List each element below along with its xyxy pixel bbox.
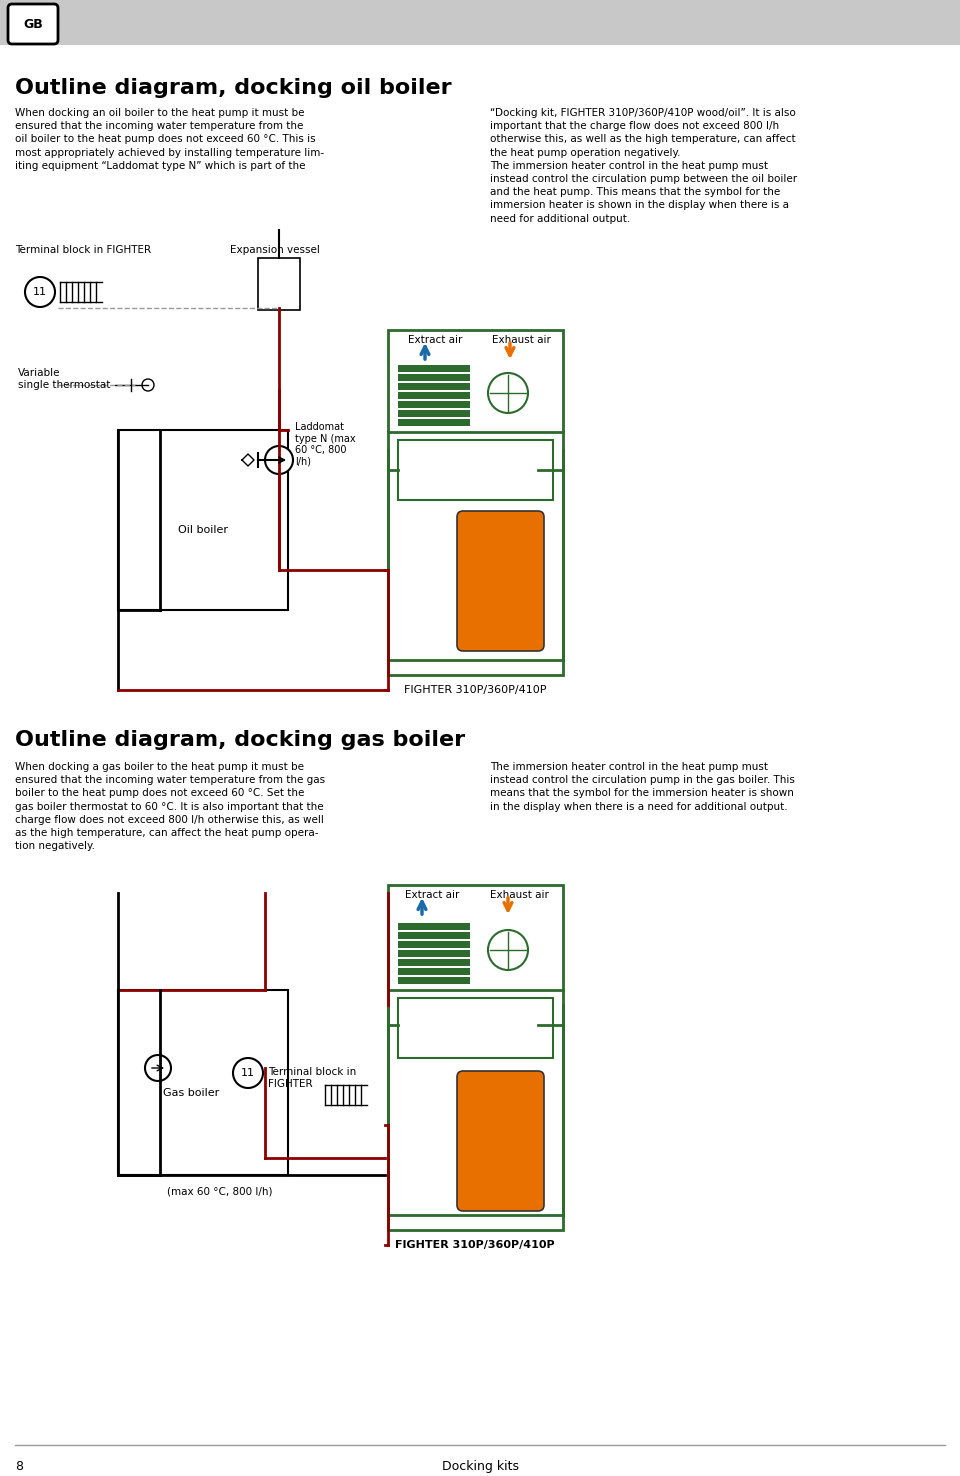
Text: 8: 8 xyxy=(15,1460,23,1473)
Bar xyxy=(398,440,553,500)
Bar xyxy=(398,382,470,390)
Text: Extract air: Extract air xyxy=(405,890,460,900)
Text: Exhaust air: Exhaust air xyxy=(490,890,549,900)
Circle shape xyxy=(233,1058,263,1088)
Text: Outline diagram, docking oil boiler: Outline diagram, docking oil boiler xyxy=(15,78,451,97)
Bar xyxy=(388,886,563,1230)
Bar xyxy=(388,331,563,675)
Text: Expansion vessel: Expansion vessel xyxy=(230,245,320,255)
Text: 11: 11 xyxy=(33,286,47,297)
Text: Outline diagram, docking gas boiler: Outline diagram, docking gas boiler xyxy=(15,731,466,750)
Text: GB: GB xyxy=(23,18,43,31)
Text: FIGHTER 310P/360P/410P: FIGHTER 310P/360P/410P xyxy=(396,1240,555,1250)
Bar xyxy=(398,977,470,984)
Circle shape xyxy=(145,1055,171,1080)
Text: FIGHTER 310P/360P/410P: FIGHTER 310P/360P/410P xyxy=(404,685,546,695)
Text: When docking a gas boiler to the heat pump it must be
ensured that the incoming : When docking a gas boiler to the heat pu… xyxy=(15,762,325,852)
Circle shape xyxy=(25,277,55,307)
Text: Exhaust air: Exhaust air xyxy=(492,335,551,345)
FancyBboxPatch shape xyxy=(457,511,544,651)
Bar xyxy=(398,419,470,427)
Bar xyxy=(258,258,300,310)
Bar xyxy=(398,998,553,1058)
Text: Terminal block in
FIGHTER: Terminal block in FIGHTER xyxy=(268,1067,356,1089)
Bar xyxy=(398,373,470,381)
Bar xyxy=(118,990,288,1175)
Circle shape xyxy=(488,373,528,413)
Circle shape xyxy=(142,379,154,391)
Text: 11: 11 xyxy=(241,1069,255,1077)
Text: Docking kits: Docking kits xyxy=(442,1460,518,1473)
Circle shape xyxy=(265,446,293,474)
Bar xyxy=(398,393,470,399)
Bar xyxy=(398,968,470,976)
FancyBboxPatch shape xyxy=(8,4,58,44)
Text: (max 60 °C, 800 l/h): (max 60 °C, 800 l/h) xyxy=(167,1187,273,1197)
FancyBboxPatch shape xyxy=(457,1072,544,1210)
Bar xyxy=(398,951,470,956)
Bar xyxy=(398,942,470,948)
Text: The immersion heater control in the heat pump must
instead control the circulati: The immersion heater control in the heat… xyxy=(490,762,795,812)
Text: Extract air: Extract air xyxy=(408,335,463,345)
Bar xyxy=(398,931,470,939)
Text: Terminal block in FIGHTER: Terminal block in FIGHTER xyxy=(15,245,151,255)
Text: “Docking kit, FIGHTER 310P/360P/410P wood/oil”. It is also
important that the ch: “Docking kit, FIGHTER 310P/360P/410P woo… xyxy=(490,108,797,223)
Bar xyxy=(0,0,960,44)
Bar xyxy=(398,410,470,418)
Bar xyxy=(118,430,288,610)
Text: Oil boiler: Oil boiler xyxy=(178,525,228,534)
Text: Laddomat
type N (max
60 °C, 800
l/h): Laddomat type N (max 60 °C, 800 l/h) xyxy=(295,422,355,466)
Text: Gas boiler: Gas boiler xyxy=(163,1088,219,1098)
Bar xyxy=(398,365,470,372)
Bar xyxy=(398,401,470,407)
Bar xyxy=(398,959,470,965)
Circle shape xyxy=(488,930,528,970)
Text: Variable
single thermostat: Variable single thermostat xyxy=(18,368,110,390)
Text: When docking an oil boiler to the heat pump it must be
ensured that the incoming: When docking an oil boiler to the heat p… xyxy=(15,108,324,171)
Bar xyxy=(398,922,470,930)
